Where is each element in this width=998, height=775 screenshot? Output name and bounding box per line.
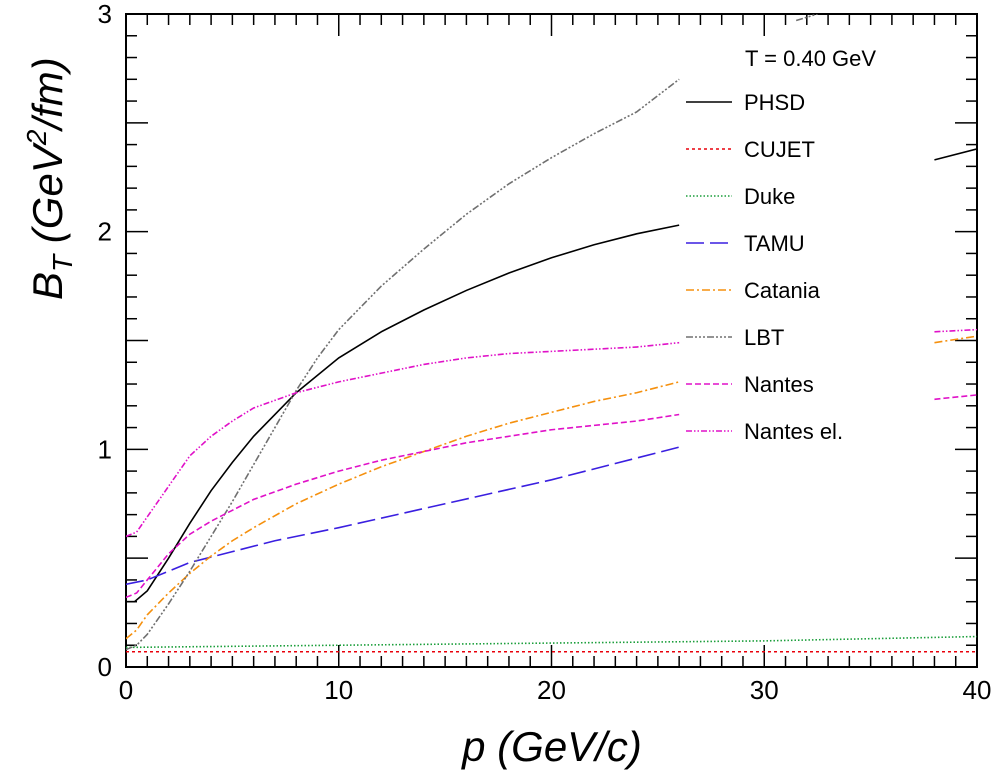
legend-label-duke: Duke bbox=[744, 184, 795, 209]
x-tick-label: 20 bbox=[537, 675, 566, 705]
legend-label-phsd: PHSD bbox=[744, 90, 805, 115]
series-phsd-line bbox=[126, 224, 680, 603]
x-axis-title: p (GeV/c) bbox=[460, 723, 642, 770]
annotation-bg bbox=[740, 38, 910, 74]
legend-label-catania: Catania bbox=[744, 278, 821, 303]
y-axis-title-sub: T bbox=[47, 253, 78, 272]
series-nantes-el-line bbox=[934, 328, 977, 333]
x-tick-labels: 0 10 20 30 40 bbox=[119, 675, 992, 705]
y-tick-labels: 0 1 2 3 bbox=[98, 0, 112, 682]
series-tamu-line bbox=[126, 446, 680, 586]
y-axis-title-sup: 2 bbox=[21, 129, 52, 146]
x-tick-label: 30 bbox=[750, 675, 779, 705]
y-axis-title-main: B bbox=[24, 272, 71, 300]
y-tick-label: 1 bbox=[98, 434, 112, 464]
y-axis-title-part-b: /fm) bbox=[24, 57, 71, 132]
series-nantes-line bbox=[126, 413, 680, 599]
x-tick-label: 10 bbox=[324, 675, 353, 705]
series-lbt-line bbox=[795, 14, 818, 22]
x-tick-label: 40 bbox=[963, 675, 992, 705]
legend-label-nantes-el: Nantes el. bbox=[744, 419, 843, 444]
axis-ticks bbox=[125, 13, 978, 668]
legend-bg bbox=[682, 80, 918, 448]
series-nantes-line bbox=[934, 394, 977, 401]
series-lines bbox=[126, 14, 977, 653]
legend-label-tamu: TAMU bbox=[744, 231, 805, 256]
series-lbt-line bbox=[126, 78, 680, 651]
y-tick-label: 0 bbox=[98, 652, 112, 682]
legend-label-lbt: LBT bbox=[744, 325, 784, 350]
legend-label-cujet: CUJET bbox=[744, 137, 815, 162]
legend-label-nantes: Nantes bbox=[744, 372, 814, 397]
series-catania-line bbox=[126, 381, 680, 640]
y-axis-title: BT (GeV2/fm) bbox=[21, 57, 78, 300]
y-tick-label: 3 bbox=[98, 0, 112, 29]
annotation-temperature: T = 0.40 GeV bbox=[745, 46, 876, 71]
y-axis-title-part-a: (GeV bbox=[24, 141, 71, 255]
x-tick-label: 0 bbox=[119, 675, 133, 705]
legend: PHSD CUJET Duke TAMU Catania LBT Nantes Nantes … bbox=[686, 90, 843, 444]
series-catania-line bbox=[934, 335, 977, 344]
y-tick-label: 2 bbox=[98, 217, 112, 247]
series-phsd-line bbox=[934, 148, 977, 161]
series-nantes-el-line bbox=[126, 341, 680, 538]
